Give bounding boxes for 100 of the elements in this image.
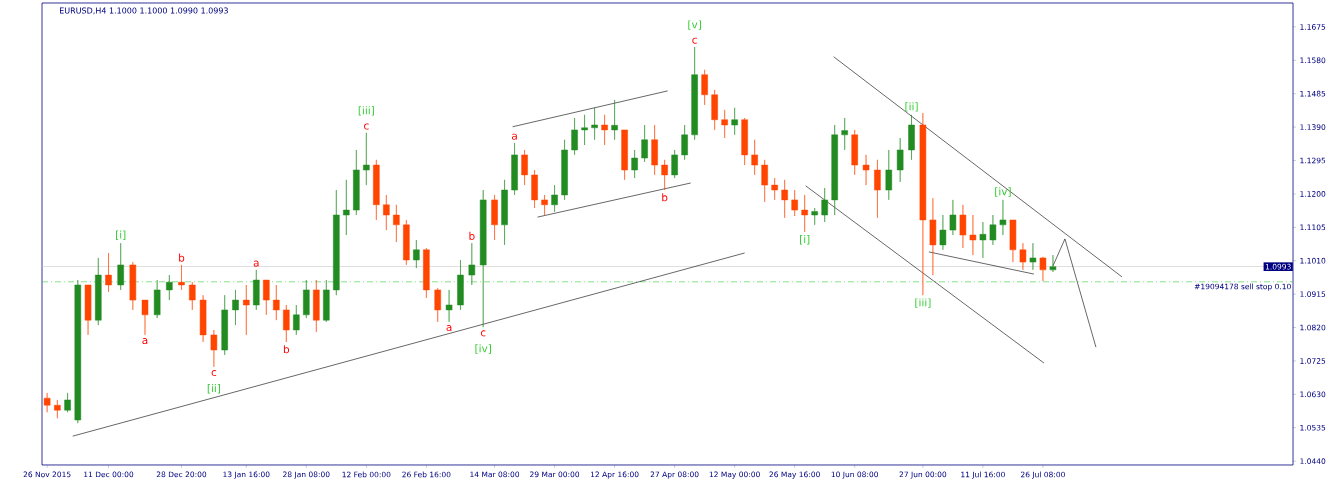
candlestick xyxy=(661,159,668,191)
annotation: c xyxy=(211,370,217,377)
candlestick xyxy=(771,177,778,201)
candlestick xyxy=(651,124,658,176)
candlestick xyxy=(939,214,947,251)
candlestick xyxy=(323,279,330,323)
candlestick xyxy=(393,204,400,243)
candlestick xyxy=(959,204,967,249)
candlestick xyxy=(591,107,598,141)
candlestick xyxy=(373,159,380,221)
annotation: [iv] xyxy=(475,344,491,354)
candlestick xyxy=(293,304,300,336)
annotation: [iii] xyxy=(358,106,374,116)
candlestick xyxy=(551,184,558,213)
candlestick xyxy=(885,149,893,201)
chart-title: EURUSD,H4 1.1000 1.1000 1.0990 1.0993 xyxy=(60,7,228,15)
candlestick xyxy=(54,399,61,419)
candlestick xyxy=(468,242,476,286)
candlestick xyxy=(611,99,618,141)
candlestick xyxy=(721,109,728,139)
candlestick xyxy=(283,304,290,343)
candlestick xyxy=(210,329,218,368)
annotation: a xyxy=(446,325,452,332)
candlestick xyxy=(541,194,548,216)
candlestick xyxy=(253,269,260,311)
annotation: [ii] xyxy=(207,384,221,394)
annotation: [v] xyxy=(688,20,701,30)
candlestick xyxy=(701,69,708,106)
candlestick xyxy=(841,117,848,151)
candlestick xyxy=(445,289,453,323)
annotation: b xyxy=(283,345,290,354)
candlestick xyxy=(383,194,390,231)
annotation: b xyxy=(179,253,185,262)
candlestick xyxy=(413,239,420,269)
candlestick xyxy=(343,179,350,236)
candlestick xyxy=(232,289,239,326)
annotation: a xyxy=(253,260,259,267)
candlestick xyxy=(811,207,818,226)
candlestick xyxy=(761,159,768,203)
annotation: [i] xyxy=(116,230,126,240)
candlestick xyxy=(303,279,310,319)
annotation: [iv] xyxy=(995,187,1011,197)
annotation: c xyxy=(364,123,369,130)
candlestick xyxy=(117,242,124,291)
annotation: c xyxy=(480,330,486,337)
candlestick xyxy=(969,214,977,256)
candlestick xyxy=(561,139,568,201)
candlestick xyxy=(199,294,207,343)
candlestick xyxy=(751,139,758,176)
candlestick xyxy=(434,287,441,323)
candlestick xyxy=(896,137,904,183)
candlestick xyxy=(501,179,508,246)
candlestick xyxy=(1029,242,1037,271)
candlestick xyxy=(641,124,648,163)
candlestick xyxy=(84,284,92,336)
candlestick xyxy=(919,112,927,296)
candlestick xyxy=(874,159,881,219)
candlestick xyxy=(313,279,320,333)
candlestick xyxy=(531,169,538,209)
candlestick xyxy=(691,46,698,141)
candlestick xyxy=(129,261,137,311)
candlestick xyxy=(64,392,71,413)
candlestick xyxy=(166,274,173,301)
candlestick xyxy=(999,199,1007,236)
annotation: c xyxy=(692,37,697,44)
candlestick xyxy=(851,129,858,176)
annotation: [iii] xyxy=(915,298,931,308)
candlestick xyxy=(178,264,185,291)
candlestick xyxy=(479,189,487,328)
candlestick xyxy=(153,279,161,319)
candlestick xyxy=(831,124,838,216)
candlestick xyxy=(601,114,608,146)
candlestick xyxy=(263,279,270,316)
candlestick xyxy=(189,281,196,311)
candlestick xyxy=(731,107,738,136)
candlestick xyxy=(741,117,748,166)
candlestick xyxy=(1009,219,1017,263)
candlestick xyxy=(581,114,588,146)
annotation: [i] xyxy=(800,235,810,245)
candlestick xyxy=(491,194,498,241)
candlestick xyxy=(221,294,228,356)
candlestick xyxy=(423,247,430,299)
candlestick xyxy=(74,279,82,424)
candlestick xyxy=(908,114,915,161)
candlestick xyxy=(571,117,578,156)
candlestick xyxy=(929,197,937,276)
candlestick xyxy=(781,179,788,219)
candlestick xyxy=(141,299,149,336)
candlestick xyxy=(403,219,410,266)
candlestick xyxy=(457,259,464,311)
candlestick xyxy=(243,284,250,336)
candlestick xyxy=(821,187,828,223)
annotation: [ii] xyxy=(905,102,918,112)
candlestick xyxy=(621,129,628,181)
annotation: b xyxy=(662,193,668,202)
candlestick xyxy=(1019,242,1027,271)
annotation: a xyxy=(511,133,517,140)
candlestick xyxy=(711,89,718,131)
candlestick xyxy=(353,149,360,216)
candlestick xyxy=(511,142,518,196)
